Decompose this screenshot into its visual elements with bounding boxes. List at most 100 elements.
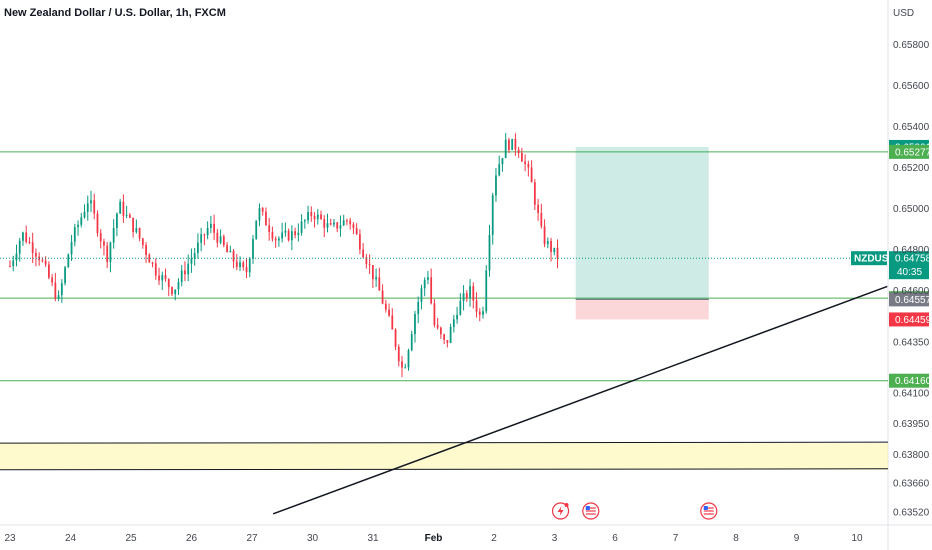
candle-body — [248, 258, 251, 273]
candle-body — [511, 138, 514, 150]
candle-body — [485, 270, 488, 312]
symbol-tag-text: NZDUSD — [854, 254, 896, 265]
stop-loss-area — [575, 299, 709, 320]
candle-body — [495, 175, 497, 196]
candle-body — [47, 264, 50, 278]
x-tick-label: 3 — [552, 533, 558, 544]
candle-body — [504, 139, 507, 159]
candle-body — [297, 232, 300, 236]
y-tick-label: 0.65400 — [893, 122, 930, 133]
y-tick-label: 0.64350 — [893, 337, 930, 348]
current-price-line: NZDUSD 0.64758 40:35 — [0, 251, 932, 280]
candle-body — [51, 277, 54, 283]
candle-body — [28, 242, 31, 244]
candle-body — [229, 250, 232, 253]
candle-body — [135, 228, 138, 233]
economic-events[interactable] — [551, 502, 718, 520]
candle-body — [365, 257, 368, 265]
countdown-text: 40:35 — [897, 267, 922, 278]
candle-body — [22, 232, 24, 241]
candle-body — [12, 260, 15, 267]
candle-body — [148, 254, 151, 263]
long-position-tool[interactable] — [575, 146, 709, 320]
y-tick-label: 0.64100 — [893, 388, 930, 399]
candle-body — [556, 247, 559, 259]
candle-body — [180, 270, 183, 283]
candle-body — [187, 263, 190, 275]
candle-body — [31, 242, 34, 254]
candle-body — [209, 223, 212, 228]
candle-body — [391, 315, 394, 330]
candle-body — [462, 293, 465, 301]
x-tick-label: Feb — [425, 533, 443, 544]
candle-body — [154, 263, 157, 276]
candle-body — [119, 201, 122, 214]
candle-body — [514, 138, 517, 150]
candle-body — [533, 182, 536, 205]
candle-body — [35, 253, 37, 257]
candle-body — [452, 319, 455, 327]
candle-body — [103, 241, 105, 246]
y-tick-label: 0.65600 — [893, 81, 930, 92]
x-tick-label: 10 — [851, 533, 863, 544]
time-axis[interactable]: 23 24 25 26 27 30 31 Feb 2 3 6 7 8 9 10 — [4, 533, 863, 544]
y-tick-label: 0.64600 — [893, 286, 930, 297]
candle-body — [388, 309, 390, 316]
candle-body — [284, 230, 287, 233]
x-tick-label: 8 — [733, 533, 739, 544]
y-tick-label: 0.63950 — [893, 419, 930, 430]
support-zone[interactable] — [0, 441, 889, 471]
candle-body — [77, 224, 79, 228]
candle-body — [258, 208, 261, 221]
candle-body — [397, 346, 400, 362]
trendline-segment — [272, 285, 888, 515]
candle-body — [70, 241, 73, 255]
y-tick-label: 0.65200 — [893, 163, 930, 174]
candle-body — [252, 239, 254, 259]
x-tick-label: 26 — [186, 533, 198, 544]
us-flag-canton — [703, 506, 708, 510]
candle-body — [501, 158, 504, 165]
candle-body — [339, 225, 342, 229]
candle-body — [57, 295, 60, 299]
candle-body — [362, 249, 365, 258]
current-price-text: 0.64758 — [895, 254, 932, 265]
price-axis[interactable]: USD 0.65800 0.65600 0.65400 0.65200 0.65000 0… — [893, 8, 930, 518]
level-price-text: 0.64160 — [895, 376, 932, 387]
level-price-text: 0.64557 — [895, 295, 932, 306]
candle-body — [15, 253, 18, 261]
candle-body — [18, 240, 21, 254]
candle-body — [112, 228, 115, 243]
x-tick-label: 2 — [491, 533, 497, 544]
candle-body — [171, 287, 173, 295]
candle-body — [313, 216, 316, 220]
candle-body — [550, 240, 552, 253]
y-tick-label: 0.63660 — [893, 479, 930, 490]
candle-body — [517, 149, 520, 153]
level-price-tag — [889, 312, 929, 327]
candle-body — [303, 220, 306, 222]
y-tick-label: 0.63800 — [893, 450, 930, 461]
candle-body — [90, 200, 92, 204]
candle-body — [206, 227, 209, 236]
candle-body — [122, 201, 125, 216]
candle-body — [417, 301, 420, 315]
candle-body — [436, 325, 439, 328]
trendline[interactable] — [272, 285, 888, 515]
x-tick-label: 9 — [794, 533, 800, 544]
candle-body — [281, 232, 284, 239]
y-tick-label: 0.63520 — [893, 507, 930, 518]
candle-body — [433, 303, 436, 326]
candle-body — [80, 217, 83, 225]
candle-body — [138, 228, 141, 239]
candlestick-series — [9, 133, 559, 378]
horizontal-levels[interactable]: 0.653010.652770.645630.645570.644590.641… — [0, 139, 932, 388]
candle-body — [430, 277, 433, 304]
candle-body — [404, 367, 407, 369]
candle-body — [200, 234, 203, 243]
candle-body — [41, 260, 44, 262]
y-tick-label: 0.64800 — [893, 245, 930, 256]
candle-body — [9, 265, 11, 267]
candle-body — [375, 277, 377, 280]
